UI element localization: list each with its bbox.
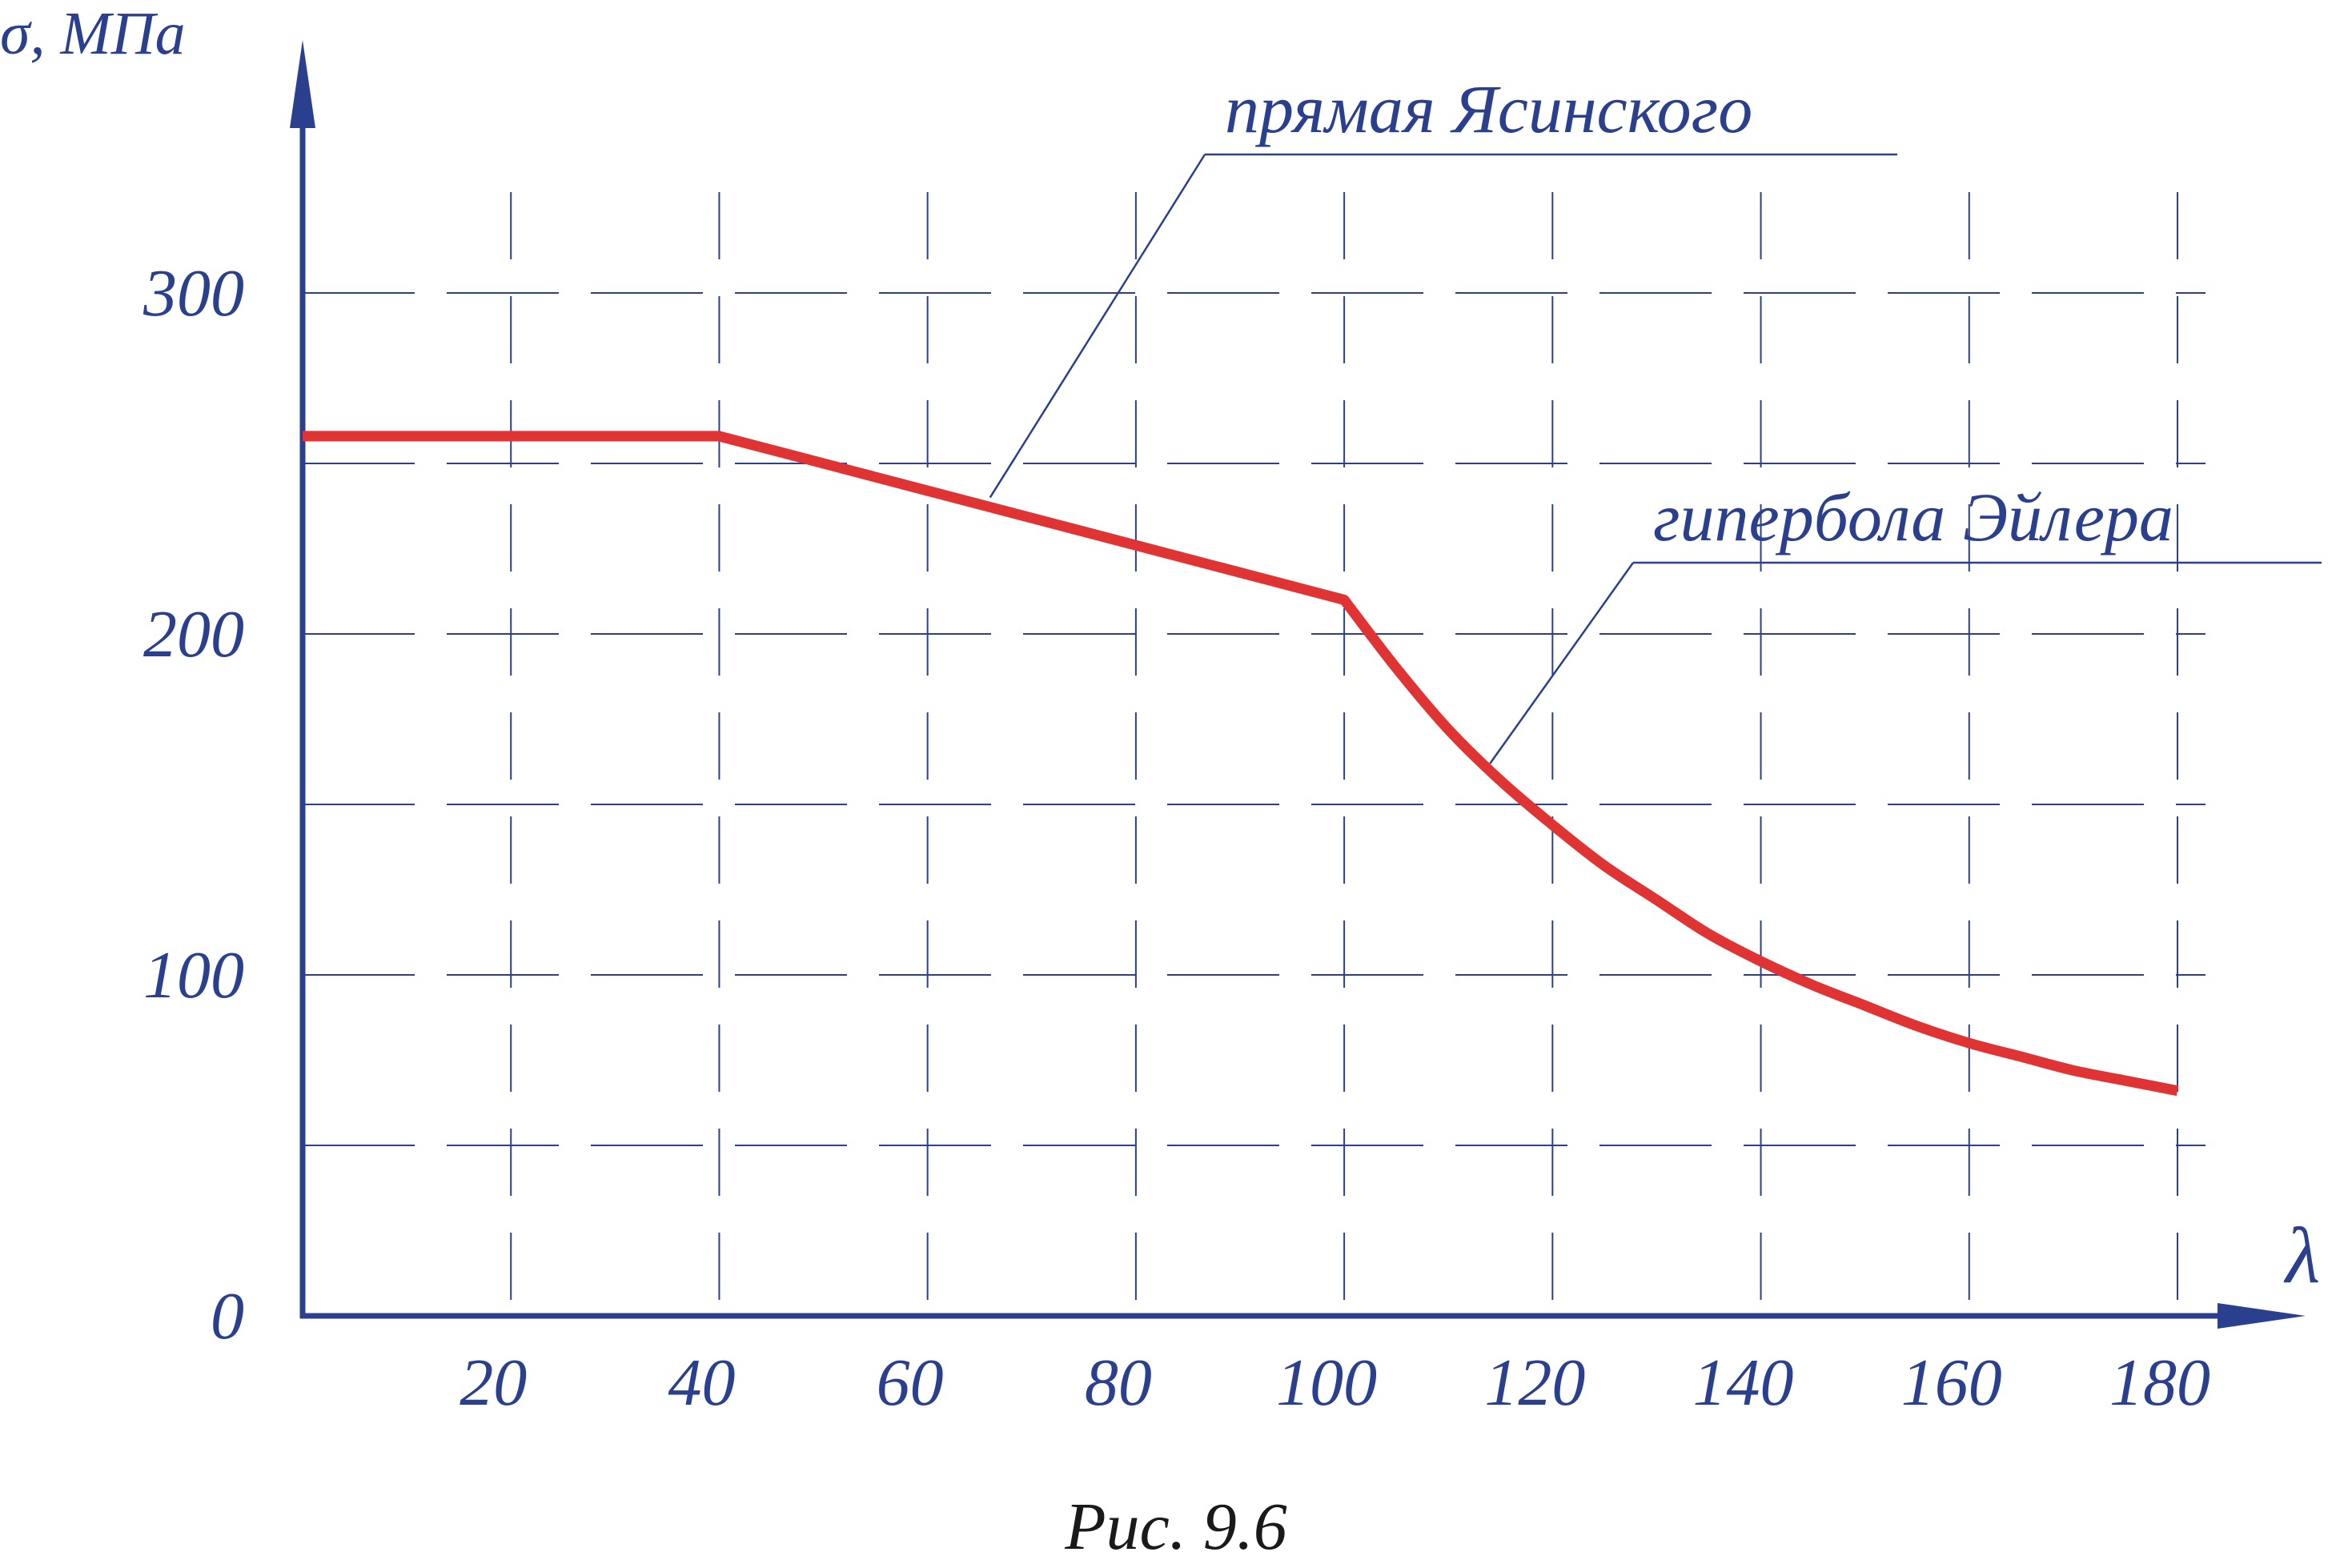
annotation-label-1: гипербола Эйлера bbox=[1653, 479, 2173, 555]
x-tick-label-180: 180 bbox=[2109, 1345, 2210, 1420]
x-axis-arrow-icon bbox=[2218, 1303, 2306, 1329]
series bbox=[303, 431, 2179, 1097]
y-tick-label-0: 0 bbox=[211, 1279, 244, 1353]
axes bbox=[290, 40, 2306, 1329]
x-tick-label-80: 80 bbox=[1085, 1345, 1152, 1420]
series-line-0 bbox=[303, 431, 2179, 1097]
x-tick-label-120: 120 bbox=[1484, 1345, 1585, 1420]
x-tick-label-40: 40 bbox=[668, 1345, 735, 1420]
annotation-leader-1 bbox=[1489, 562, 1635, 764]
y-tick-label-300: 300 bbox=[142, 256, 244, 331]
x-tick-label-60: 60 bbox=[877, 1345, 944, 1420]
y-tick-label-200: 200 bbox=[143, 597, 244, 672]
x-tick-label-160: 160 bbox=[1901, 1345, 2002, 1420]
annotations: прямая Ясинского гипербола Эйлера bbox=[989, 70, 2322, 764]
tick-labels: 20 40 60 80 100 120 140 160 180 0 100 200 300 bbox=[142, 256, 2210, 1420]
grid bbox=[303, 192, 2206, 1316]
x-tick-label-100: 100 bbox=[1276, 1345, 1377, 1420]
annotation-leader-0 bbox=[989, 154, 1206, 499]
y-axis-label: σ, МПа bbox=[0, 0, 186, 67]
x-tick-label-20: 20 bbox=[460, 1345, 527, 1420]
figure-caption: Рис. 9.6 bbox=[1064, 1490, 1287, 1564]
y-axis-arrow-icon bbox=[290, 40, 315, 128]
x-axis-label: λ bbox=[2283, 1211, 2320, 1300]
annotation-label-0: прямая Ясинского bbox=[1225, 70, 1752, 147]
x-tick-label-140: 140 bbox=[1693, 1345, 1794, 1420]
y-tick-label-100: 100 bbox=[143, 938, 244, 1013]
